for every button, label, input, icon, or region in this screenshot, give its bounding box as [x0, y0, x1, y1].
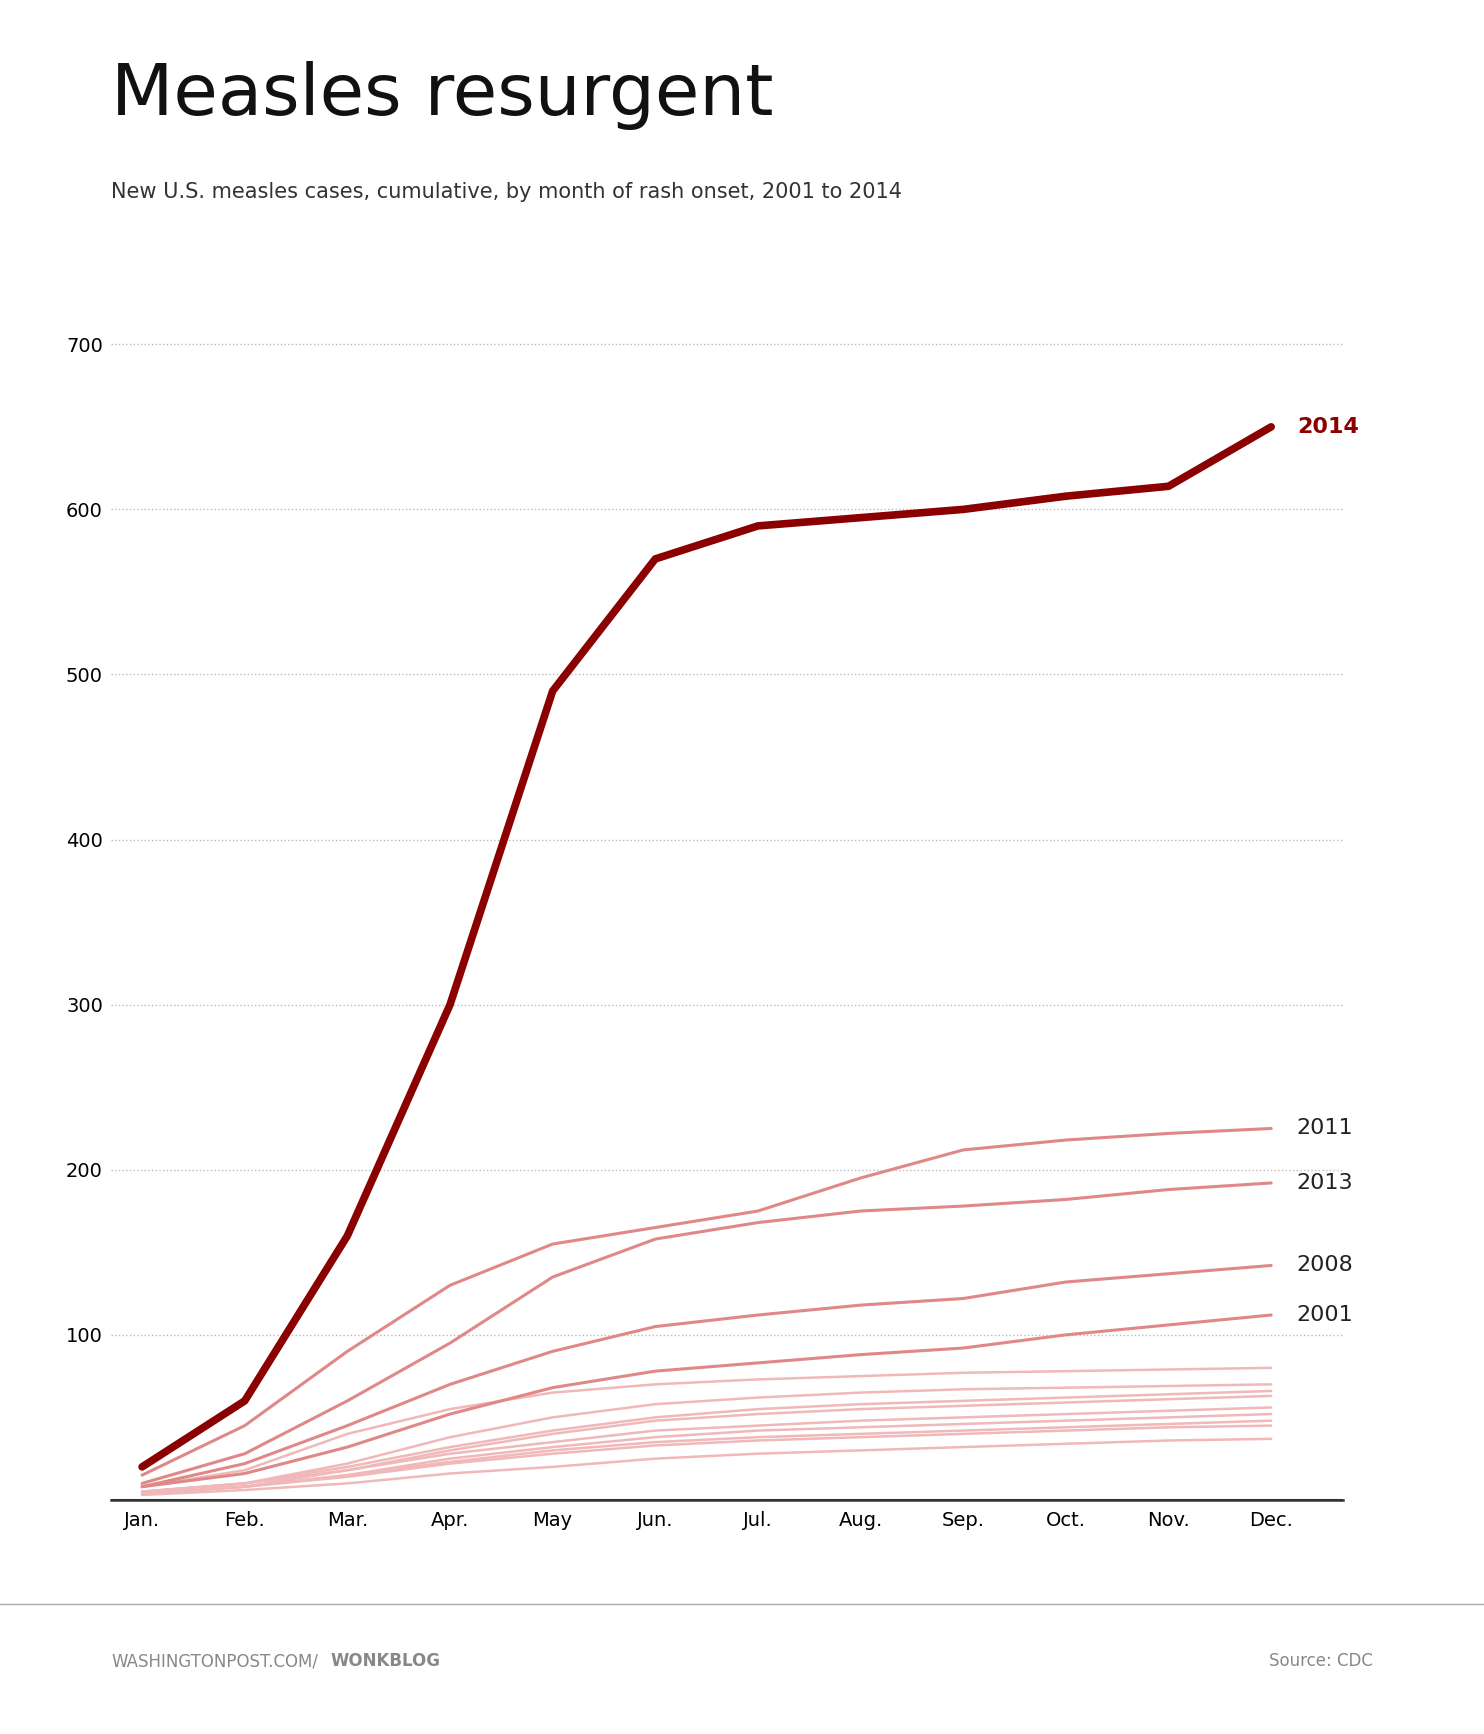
Text: 2001: 2001 [1297, 1306, 1353, 1325]
Text: 2011: 2011 [1297, 1118, 1353, 1139]
Text: Measles resurgent: Measles resurgent [111, 61, 773, 130]
Text: 2013: 2013 [1297, 1172, 1353, 1193]
Text: 2008: 2008 [1297, 1255, 1353, 1276]
Text: New U.S. measles cases, cumulative, by month of rash onset, 2001 to 2014: New U.S. measles cases, cumulative, by m… [111, 182, 902, 203]
Text: Source: CDC: Source: CDC [1269, 1653, 1373, 1670]
Text: WASHINGTONPOST.COM/: WASHINGTONPOST.COM/ [111, 1653, 318, 1670]
Text: 2014: 2014 [1297, 416, 1359, 437]
Text: WONKBLOG: WONKBLOG [331, 1653, 441, 1670]
